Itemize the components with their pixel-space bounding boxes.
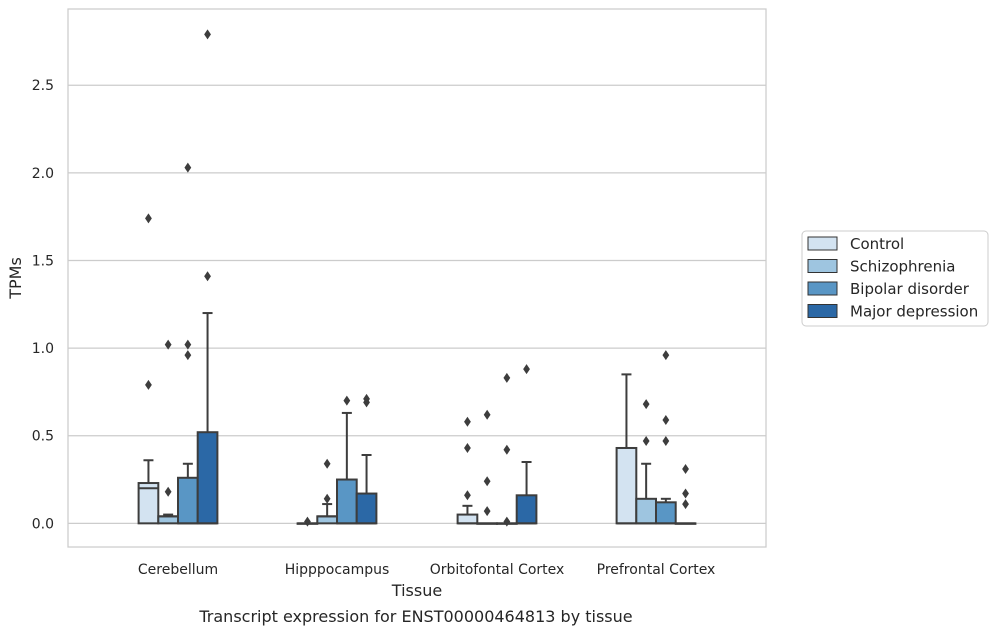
x-tick-label: Hipppocampus — [285, 562, 390, 578]
outlier-marker — [523, 364, 530, 375]
box-bipolar-disorder — [177, 462, 199, 525]
x-tick-label: Prefrontal Cortex — [597, 562, 716, 578]
box-body — [177, 476, 199, 525]
box-body — [615, 446, 638, 525]
y-tick-label: 1.0 — [32, 341, 54, 357]
outlier-marker — [184, 339, 192, 350]
outlier-marker — [343, 395, 351, 406]
legend-entry-label: Bipolar disorder — [850, 280, 970, 298]
box-bipolar-disorder — [655, 497, 677, 525]
outlier-marker — [145, 379, 152, 390]
outlier-marker — [464, 416, 471, 427]
y-tick-label: 1.5 — [32, 253, 54, 269]
legend-entry-label: Schizophrenia — [850, 258, 955, 276]
x-tick-label: Cerebellum — [138, 562, 218, 578]
box-body — [635, 497, 657, 525]
box-schizophrenia — [157, 513, 180, 525]
outlier-marker — [503, 444, 511, 455]
outlier-marker — [204, 29, 211, 40]
legend-swatch — [807, 236, 838, 251]
legend-frame — [801, 230, 989, 327]
box-body — [157, 515, 180, 525]
box-series — [137, 312, 697, 525]
legend-swatch — [807, 259, 838, 273]
outlier-marker — [164, 339, 172, 350]
box-schizophrenia — [476, 522, 498, 525]
box-major-depression — [196, 312, 219, 525]
outlier-marker — [145, 213, 152, 224]
outlier-marker — [184, 350, 192, 361]
outlier-marker — [682, 488, 689, 499]
outlier-marker — [503, 372, 511, 383]
y-axis-ticks: 0.0 0.5 1.0 1.5 2.0 2.5 — [32, 78, 54, 532]
outlier-marker — [483, 476, 491, 487]
outlier-marker — [464, 442, 471, 453]
outlier-marker — [483, 506, 491, 517]
outlier-marker — [363, 397, 370, 408]
y-tick-label: 2.5 — [32, 78, 54, 94]
outlier-marker — [662, 350, 670, 361]
outlier-marker — [164, 486, 172, 497]
plot-area-frame — [67, 8, 767, 548]
outlier-marker — [682, 499, 689, 510]
box-body — [355, 492, 378, 525]
box-bipolar-disorder — [336, 411, 358, 525]
box-control — [137, 459, 160, 525]
outlier-marker — [323, 458, 331, 469]
box-major-depression — [355, 453, 378, 525]
outlier-marker — [464, 490, 471, 501]
outlier-marker — [662, 435, 670, 446]
outlier-marker — [323, 493, 331, 504]
outlier-points — [145, 29, 689, 527]
box-schizophrenia — [635, 462, 657, 525]
x-axis-label: Tissue — [391, 581, 442, 600]
box-body — [515, 494, 538, 525]
y-tick-label: 2.0 — [32, 166, 54, 182]
box-schizophrenia — [316, 503, 338, 525]
box-major-depression — [674, 522, 697, 525]
gridlines — [68, 84, 766, 524]
y-tick-label: 0.0 — [32, 516, 54, 532]
chart-title: Transcript expression for ENST0000046481… — [198, 607, 632, 626]
box-body — [316, 515, 338, 525]
legend-entry-label: Control — [850, 235, 904, 253]
outlier-marker — [642, 399, 650, 410]
outlier-marker — [682, 464, 689, 475]
outlier-marker — [503, 516, 511, 527]
legend-entry-label: Major depression — [850, 303, 978, 321]
box-body — [336, 478, 358, 525]
box-control — [456, 504, 479, 525]
box-body — [655, 501, 677, 525]
y-tick-label: 0.5 — [32, 429, 54, 445]
box-major-depression — [515, 461, 538, 525]
outlier-marker — [304, 516, 311, 527]
outlier-marker — [204, 271, 211, 282]
x-tick-label: Orbitofontal Cortex — [430, 562, 565, 578]
box-control — [615, 373, 638, 525]
outlier-marker — [642, 435, 650, 446]
legend-swatch — [807, 281, 838, 296]
box-body — [196, 431, 219, 525]
outlier-marker — [662, 414, 670, 425]
outlier-marker — [483, 409, 491, 420]
y-axis-label: TPMs — [6, 257, 25, 300]
legend: Control Schizophrenia Bipolar disorder Majo… — [801, 230, 989, 327]
x-axis-ticks: Cerebellum Hipppocampus Orbitofontal Corte… — [138, 562, 715, 578]
legend-swatch — [807, 304, 838, 318]
outlier-marker — [184, 162, 192, 173]
box-body — [456, 513, 479, 525]
